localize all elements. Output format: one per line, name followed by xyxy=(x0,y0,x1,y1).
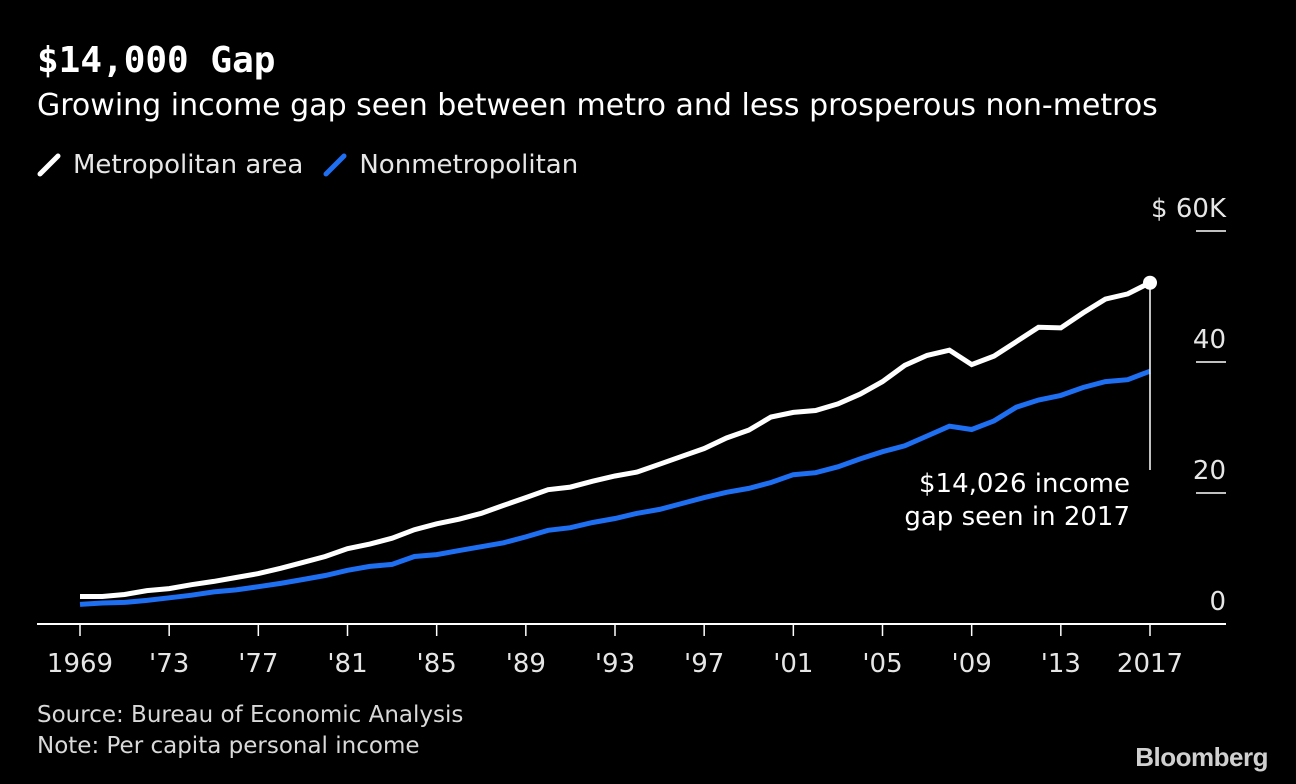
x-tick-label: '97 xyxy=(684,649,724,679)
annotation-text: gap seen in 2017 xyxy=(904,502,1130,532)
y-tick-label: 0 xyxy=(1209,587,1226,617)
x-tick-label: '89 xyxy=(506,649,546,679)
x-tick-label: 2017 xyxy=(1117,649,1183,679)
x-tick-label: '77 xyxy=(238,649,278,679)
legend-label-metro: Metropolitan area xyxy=(73,150,304,180)
metro-series-line xyxy=(80,280,1152,599)
x-tick-label: '01 xyxy=(773,649,813,679)
x-tick-label: '93 xyxy=(595,649,635,679)
annotation-text: $14,026 income xyxy=(919,469,1130,499)
x-tick-label: '13 xyxy=(1041,649,1081,679)
bloomberg-logo: Bloomberg xyxy=(1135,742,1268,772)
legend-label-nonmetro: Nonmetropolitan xyxy=(359,150,579,180)
x-tick-label: 1969 xyxy=(47,649,113,679)
legend-item-metro: Metropolitan area xyxy=(37,150,303,180)
metro-swatch-icon xyxy=(37,153,61,177)
chart-title: $14,000 Gap xyxy=(37,40,276,81)
x-tick-label: '05 xyxy=(862,649,902,679)
line-chart: 1969 '73 '77 '81 '85 '89 '93 '97 '01 '05 '09 '13 201… xyxy=(37,194,1227,679)
y-tick-label: 40 xyxy=(1193,325,1226,355)
y-tick-label: 20 xyxy=(1193,456,1226,486)
x-tick-label: '73 xyxy=(149,649,189,679)
x-tick-label: '09 xyxy=(952,649,992,679)
chart-subtitle: Growing income gap seen between metro an… xyxy=(37,88,1158,123)
x-tick-label: '81 xyxy=(327,649,367,679)
nonmetro-series-line xyxy=(79,368,1151,607)
legend: Metropolitan area Nonmetropolitan xyxy=(37,150,598,180)
legend-item-nonmetro: Nonmetropolitan xyxy=(323,150,578,180)
footnote: Note: Per capita personal income xyxy=(37,733,420,759)
y-tick-label: $ 60K xyxy=(1151,194,1227,224)
source-note: Source: Bureau of Economic Analysis xyxy=(37,702,464,728)
annotation-dot xyxy=(1143,275,1157,290)
x-tick-label: '85 xyxy=(417,649,457,679)
nonmetro-swatch-icon xyxy=(323,153,347,177)
